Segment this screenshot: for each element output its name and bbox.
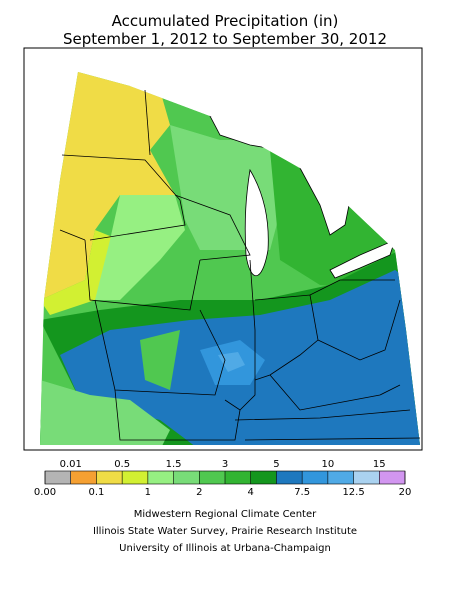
legend-label: 1.5 (166, 459, 182, 470)
legend-label: 0.01 (60, 459, 82, 470)
legend-swatch (147, 471, 174, 484)
credit-line: University of Illinois at Urbana-Champai… (119, 543, 331, 554)
legend-swatch (45, 471, 71, 484)
legend-swatch (96, 471, 123, 484)
legend-label: 0.5 (114, 459, 130, 470)
legend-swatch (276, 471, 303, 484)
legend-label: 0.1 (88, 487, 104, 498)
legend-swatch (327, 471, 354, 484)
legend-label: 12.5 (342, 487, 364, 498)
legend-swatch (379, 471, 405, 484)
legend-swatch (199, 471, 225, 484)
legend-swatch (302, 471, 328, 484)
credit-line: Illinois State Water Survey, Prairie Res… (93, 526, 357, 537)
legend-label: 20 (399, 487, 412, 498)
legend-label: 4 (248, 487, 254, 498)
legend-label: 3 (222, 459, 228, 470)
legend-label: 7.5 (294, 487, 310, 498)
credit-line: Midwestern Regional Climate Center (134, 509, 317, 520)
legend-swatch (173, 471, 200, 484)
legend: 0.00 0.01 0.1 0.5 1 1.5 2 3 4 5 7.5 10 12.5 15 20 (34, 459, 412, 498)
legend-label: 0.00 (34, 487, 56, 498)
lakes (130, 70, 405, 279)
legend-label: 5 (273, 459, 279, 470)
legend-label: 10 (321, 459, 334, 470)
legend-label: 15 (373, 459, 386, 470)
map-frame (23, 47, 423, 451)
legend-label: 1 (145, 487, 151, 498)
legend-swatch (225, 471, 251, 484)
legend-label: 2 (196, 487, 202, 498)
legend-swatch (353, 471, 380, 484)
title-line: Accumulated Precipitation (in) (112, 12, 339, 30)
legend-swatch (250, 471, 277, 484)
legend-swatch (70, 471, 97, 484)
state-borders (59, 89, 421, 441)
title-line: September 1, 2012 to September 30, 2012 (63, 30, 387, 48)
legend-swatch (122, 471, 148, 484)
